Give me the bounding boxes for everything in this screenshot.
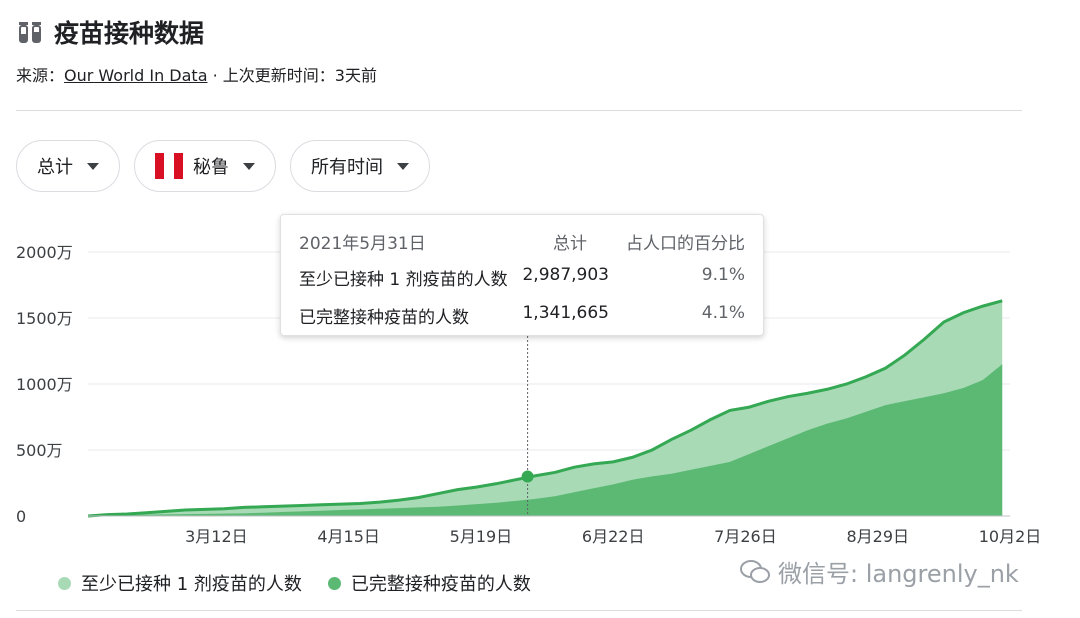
tooltip-row-total: 1,341,665 <box>522 303 609 323</box>
hover-point <box>521 470 534 483</box>
country-filter-label: 秘鲁 <box>193 157 229 178</box>
tooltip-row-first-dose: 至少已接种 1 剂疫苗的人数 2,987,903 9.1% <box>299 265 745 290</box>
x-tick-label: 4月15日 <box>317 527 380 546</box>
y-tick-label: 1000万 <box>16 375 73 394</box>
tooltip-row-fully-vaccinated: 已完整接种疫苗的人数 1,341,665 4.1% <box>299 303 745 328</box>
filter-chips: 总计 秘鲁 所有时间 <box>16 140 430 192</box>
time-range-filter-chip[interactable]: 所有时间 <box>290 140 430 192</box>
x-tick-label: 3月12日 <box>185 527 248 546</box>
x-tick-label: 8月29日 <box>846 527 909 546</box>
x-tick-label: 6月22日 <box>582 527 645 546</box>
wechat-icon <box>740 559 770 583</box>
y-tick-label: 1500万 <box>16 309 73 328</box>
dropdown-arrow-icon <box>243 162 255 170</box>
tooltip-row-percent: 4.1% <box>701 303 745 323</box>
x-tick-label: 7月26日 <box>714 527 777 546</box>
source-link[interactable]: Our World In Data <box>64 66 208 85</box>
flag-stripe-middle <box>164 153 174 179</box>
header: 疫苗接种数据 <box>16 14 204 50</box>
metric-filter-chip[interactable]: 总计 <box>16 140 120 192</box>
x-tick-label: 10月2日 <box>979 527 1042 546</box>
country-filter-chip[interactable]: 秘鲁 <box>134 140 276 192</box>
bottom-divider <box>16 610 1022 611</box>
series-line-first-dose <box>87 299 1003 518</box>
chart-tooltip: 2021年5月31日 总计 占人口的百分比 至少已接种 1 剂疫苗的人数 2,9… <box>280 214 764 336</box>
vaccine-vial-icon <box>19 22 41 43</box>
series-area-fully-vaccinated <box>88 364 1003 516</box>
top-divider <box>16 110 1022 111</box>
x-tick-label: 5月19日 <box>450 527 513 546</box>
source-suffix: · 上次更新时间：3天前 <box>207 66 377 85</box>
tooltip-row-total: 2,987,903 <box>522 265 609 285</box>
watermark-text: 微信号: langrenly_nk <box>778 560 1019 588</box>
y-tick-label: 0 <box>16 507 26 526</box>
watermark: 微信号: langrenly_nk <box>740 554 1019 589</box>
tooltip-col-total: 总计 <box>553 234 587 254</box>
legend-swatch <box>327 576 341 590</box>
page-title: 疫苗接种数据 <box>54 19 205 48</box>
tooltip-col-percent: 占人口的百分比 <box>626 234 745 254</box>
tooltip-row-label: 已完整接种疫苗的人数 <box>299 308 469 328</box>
flag-stripe-left <box>155 153 165 179</box>
legend-item-first-dose[interactable]: 至少已接种 1 剂疫苗的人数 <box>58 570 302 596</box>
y-tick-label: 2000万 <box>16 243 73 262</box>
tooltip-row-percent: 9.1% <box>701 265 745 285</box>
source-prefix: 来源： <box>16 66 65 85</box>
y-tick-label: 500万 <box>16 441 63 460</box>
tooltip-header: 2021年5月31日 总计 占人口的百分比 <box>299 229 745 254</box>
legend-item-fully-vaccinated[interactable]: 已完整接种疫苗的人数 <box>327 570 531 596</box>
chart-legend: 至少已接种 1 剂疫苗的人数 已完整接种疫苗的人数 <box>58 570 531 596</box>
metric-filter-label: 总计 <box>37 157 73 178</box>
tooltip-row-label: 至少已接种 1 剂疫苗的人数 <box>299 270 508 290</box>
legend-label: 已完整接种疫苗的人数 <box>350 574 531 595</box>
legend-swatch <box>58 576 71 590</box>
dropdown-arrow-icon <box>87 162 99 170</box>
legend-label: 至少已接种 1 剂疫苗的人数 <box>81 574 302 595</box>
tooltip-date: 2021年5月31日 <box>299 234 426 254</box>
dropdown-arrow-icon <box>397 162 409 170</box>
peru-flag-icon <box>155 153 183 179</box>
flag-stripe-right <box>173 153 183 179</box>
time-range-filter-label: 所有时间 <box>311 157 383 178</box>
source-line: 来源：Our World In Data · 上次更新时间：3天前 <box>16 62 377 86</box>
